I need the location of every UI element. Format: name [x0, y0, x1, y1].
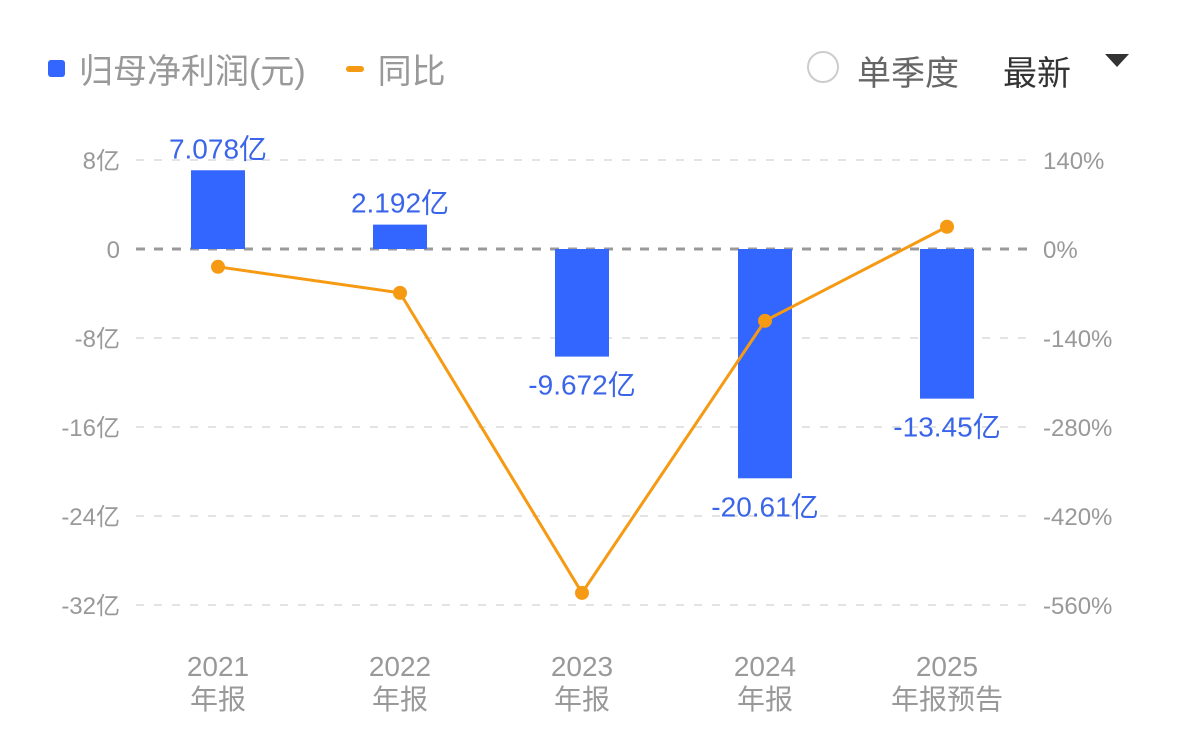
left-axis-tick: -16亿 [61, 415, 120, 442]
right-axis-tick: -280% [1043, 415, 1112, 442]
legend-item-net-profit[interactable]: 归母净利润(元) [48, 44, 306, 93]
x-axis-label: 2025 [916, 651, 978, 682]
x-axis-label: 年报 [190, 684, 246, 715]
yoy-point-1[interactable] [211, 259, 225, 274]
bar-value-label: 2.192亿 [351, 188, 449, 219]
single-quarter-radio[interactable] [807, 51, 839, 83]
yoy-point-4[interactable] [758, 313, 772, 328]
left-axis-tick: -8亿 [75, 326, 120, 353]
bar-value-label: -13.45亿 [893, 412, 1000, 443]
left-axis-tick: 0 [107, 237, 120, 264]
bar-1[interactable] [191, 170, 245, 249]
right-axis-tick: -420% [1043, 504, 1112, 531]
right-axis-tick: -560% [1043, 593, 1112, 620]
chart-controls: 单季度 最新 [779, 44, 1179, 93]
bar-2[interactable] [373, 224, 427, 249]
legend-item-yoy[interactable]: 同比 [306, 44, 446, 93]
chart-legend: 归母净利润(元) 同比 [48, 44, 446, 93]
right-axis-tick: -140% [1043, 326, 1112, 353]
right-axis-tick: 140% [1043, 148, 1104, 175]
line-swatch-icon [345, 65, 364, 72]
yoy-point-3[interactable] [575, 585, 589, 600]
bar-swatch-icon [48, 60, 65, 77]
caret-down-icon[interactable] [1105, 54, 1129, 67]
left-axis-tick: 8亿 [83, 148, 120, 175]
x-axis-label: 2024 [734, 651, 796, 682]
legend-label-yoy: 同比 [377, 53, 446, 91]
bar-4[interactable] [738, 249, 792, 479]
yoy-point-2[interactable] [393, 285, 407, 300]
x-axis-label: 2021 [187, 651, 249, 682]
bar-5[interactable] [920, 249, 974, 399]
x-axis-label: 年报预告 [891, 684, 1003, 715]
bar-value-label: 7.078亿 [169, 133, 267, 164]
bar-3[interactable] [555, 249, 609, 357]
bar-value-label: -9.672亿 [528, 370, 635, 401]
period-select[interactable]: 最新 [1003, 55, 1071, 93]
left-axis-tick: -24亿 [61, 504, 120, 531]
single-quarter-label[interactable]: 单季度 [857, 55, 959, 93]
x-axis-label: 年报 [372, 684, 428, 715]
legend-label-net-profit: 归母净利润(元) [79, 53, 306, 91]
x-axis-label: 2022 [369, 651, 431, 682]
right-axis-tick: 0% [1043, 237, 1078, 264]
yoy-point-5[interactable] [940, 219, 954, 234]
left-axis-tick: -32亿 [61, 593, 120, 620]
x-axis-label: 年报 [737, 684, 793, 715]
x-axis-label: 年报 [554, 684, 610, 715]
x-axis-label: 2023 [551, 651, 613, 682]
bar-value-label: -20.61亿 [711, 491, 818, 522]
